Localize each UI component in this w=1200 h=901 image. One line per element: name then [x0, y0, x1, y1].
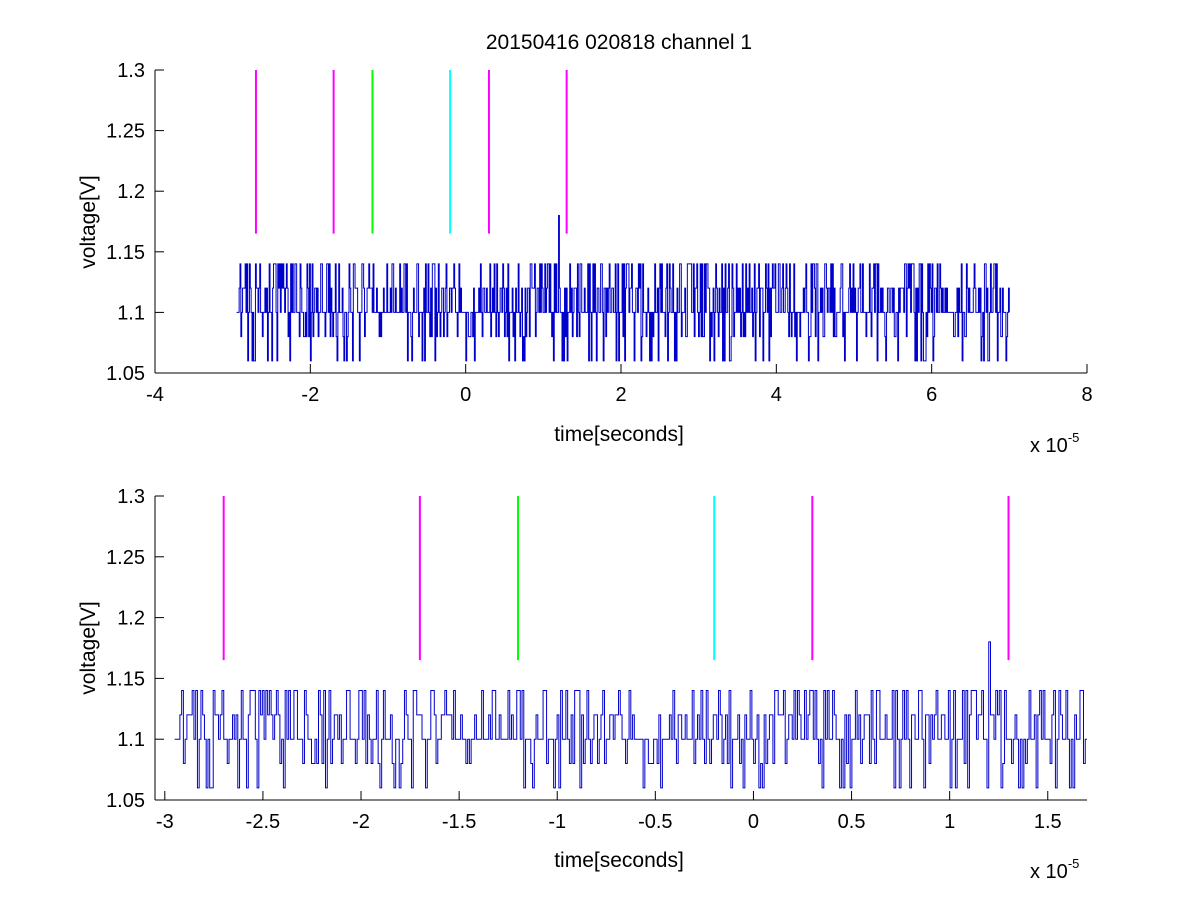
top-x-exponent-power: -5	[1068, 430, 1080, 445]
bottom-y-tick-label: 1.25	[106, 547, 145, 569]
top-y-tick-label: 1.05	[106, 363, 145, 385]
bottom-subplot: -3 -2.5 -2 -1.5 -1 -0.5 0 0.5 1 1.5 1.05 1.1 1.15 1.2…	[77, 486, 1087, 883]
top-x-exponent-label: x 10-5	[1030, 430, 1079, 457]
top-x-tick-label: 0	[460, 384, 471, 406]
bottom-y-axis-label: voltage[V]	[77, 601, 100, 694]
bottom-x-tick-label: -0.5	[638, 811, 672, 833]
bottom-x-tick-label: 1.5	[1034, 811, 1062, 833]
bottom-signal-layer	[174, 641, 1087, 789]
bottom-x-exponent-power: -5	[1068, 856, 1080, 871]
bottom-signal-line	[174, 641, 1087, 789]
bottom-x-tick-label: -3	[156, 811, 174, 833]
bottom-x-tick-label: -2	[352, 811, 370, 833]
chart-title: 20150416 020818 channel 1	[486, 31, 752, 54]
top-y-tick-label: 1.15	[106, 242, 145, 264]
bottom-x-tick-label: -2.5	[246, 811, 280, 833]
bottom-y-tick-label: 1.05	[106, 790, 145, 812]
top-signal-line	[236, 214, 1010, 362]
top-marker-layer	[254, 70, 568, 234]
bottom-y-tick-label: 1.1	[117, 729, 145, 751]
top-y-tick-label: 1.25	[106, 121, 145, 143]
bottom-x-axis-label: time[seconds]	[554, 849, 684, 872]
top-x-tick-label: 8	[1081, 384, 1092, 406]
bottom-x-tick-label: -1	[548, 811, 566, 833]
bottom-y-tick-label: 1.3	[117, 486, 145, 508]
top-x-tick-label: 2	[615, 384, 626, 406]
top-x-tick-label: 4	[771, 384, 782, 406]
bottom-y-tick-label: 1.2	[117, 608, 145, 630]
bottom-x-tick-label: 0	[748, 811, 759, 833]
bottom-y-tick-label: 1.15	[106, 668, 145, 690]
top-x-axis-label: time[seconds]	[554, 423, 684, 446]
top-y-axis-label: voltage[V]	[77, 175, 100, 268]
top-subplot: 20150416 020818 channel 1 -4 -2 0 2 4 6 8 1.05 1…	[77, 31, 1093, 457]
top-x-tick-label: -4	[146, 384, 164, 406]
top-y-tick-label: 1.1	[117, 302, 145, 324]
top-signal-layer	[236, 214, 1010, 362]
top-y-tick-label: 1.3	[117, 60, 145, 82]
top-x-exponent-base: x 10	[1030, 435, 1068, 457]
bottom-x-tick-label: 0.5	[838, 811, 866, 833]
top-x-tick-label: 6	[926, 384, 937, 406]
bottom-x-tick-label: 1	[944, 811, 955, 833]
bottom-marker-layer	[222, 496, 1010, 661]
bottom-axes: -3 -2.5 -2 -1.5 -1 -0.5 0 0.5 1 1.5 1.05 1.1 1.15 1.2…	[106, 486, 1087, 833]
bottom-x-exponent-label: x 10-5	[1030, 856, 1079, 883]
bottom-x-exponent-base: x 10	[1030, 861, 1068, 883]
bottom-x-tick-label: -1.5	[442, 811, 476, 833]
top-x-tick-label: -2	[301, 384, 319, 406]
top-axes: -4 -2 0 2 4 6 8 1.05 1.1 1.15 1.2 1.25 1.3	[106, 60, 1093, 406]
top-y-tick-label: 1.2	[117, 181, 145, 203]
